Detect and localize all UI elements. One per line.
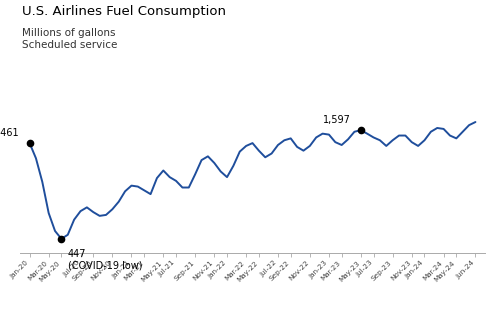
Text: Millions of gallons: Millions of gallons [22, 28, 116, 38]
Text: 1,597: 1,597 [324, 115, 351, 125]
Text: Scheduled service: Scheduled service [22, 40, 118, 51]
Text: U.S. Airlines Fuel Consumption: U.S. Airlines Fuel Consumption [22, 5, 227, 18]
Text: 1,461: 1,461 [0, 128, 20, 138]
Text: 447
(COVID-19 low): 447 (COVID-19 low) [68, 249, 142, 271]
